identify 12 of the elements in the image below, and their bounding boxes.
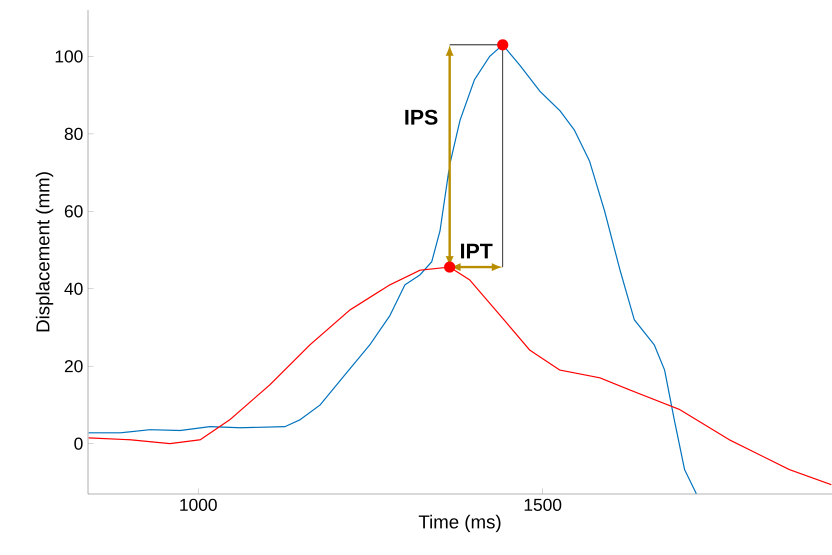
annotation: IPS — [405, 110, 438, 125]
y-axis-title: Displacement (mm) — [36, 172, 54, 332]
y-tick-label: 40 — [64, 282, 83, 295]
y-tick-label: 0 — [74, 438, 83, 450]
x-tick-label: 1000 — [180, 498, 217, 511]
y-tick-label: 100 — [56, 50, 83, 63]
x-tick-label: 1500 — [524, 498, 562, 511]
y-tick-label: 60 — [64, 205, 83, 218]
x-axis-title: Time (ms) — [418, 514, 500, 532]
annotation: IPT — [461, 244, 493, 258]
y-tick-label: 20 — [64, 360, 83, 372]
y-tick-label: 80 — [64, 128, 83, 140]
